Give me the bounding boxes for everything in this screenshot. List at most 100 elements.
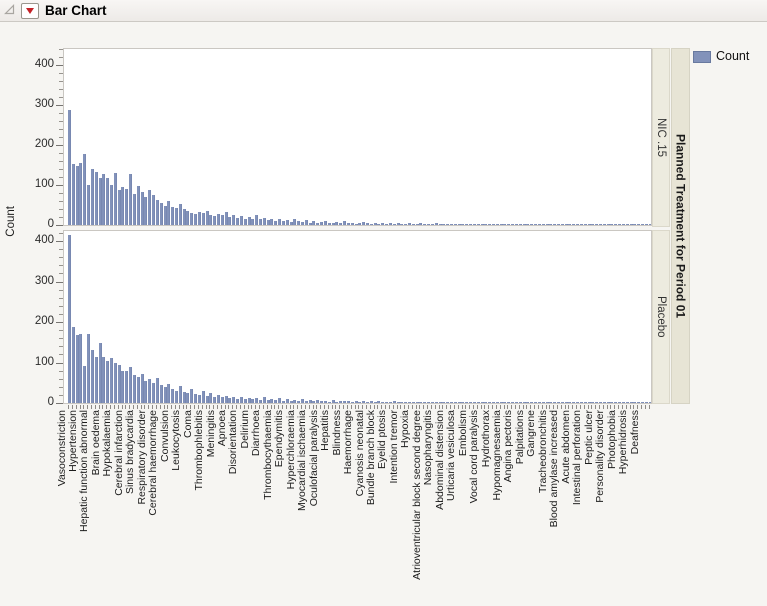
bar[interactable]	[438, 224, 442, 225]
bar[interactable]	[232, 396, 236, 403]
bar[interactable]	[274, 221, 278, 225]
bar[interactable]	[190, 213, 194, 225]
bar[interactable]	[495, 224, 499, 225]
bar[interactable]	[407, 401, 411, 403]
bar[interactable]	[625, 402, 629, 403]
bar[interactable]	[606, 224, 610, 225]
bar[interactable]	[98, 177, 102, 225]
bar[interactable]	[155, 377, 159, 403]
bar[interactable]	[637, 224, 641, 225]
bar[interactable]	[197, 211, 201, 225]
bar[interactable]	[167, 201, 171, 225]
bar[interactable]	[369, 223, 373, 225]
bar[interactable]	[484, 402, 488, 403]
bar[interactable]	[323, 220, 327, 225]
bar[interactable]	[140, 373, 144, 403]
bar[interactable]	[83, 153, 87, 225]
bar[interactable]	[335, 401, 339, 403]
bar[interactable]	[602, 224, 606, 225]
bar[interactable]	[87, 334, 91, 403]
bar[interactable]	[136, 185, 140, 225]
bar[interactable]	[499, 224, 503, 225]
bar[interactable]	[144, 380, 148, 403]
bar[interactable]	[163, 386, 167, 403]
bar[interactable]	[83, 365, 87, 403]
bar[interactable]	[289, 221, 293, 225]
bar[interactable]	[186, 211, 190, 225]
bar[interactable]	[308, 222, 312, 225]
bar[interactable]	[346, 400, 350, 403]
bar[interactable]	[407, 223, 411, 225]
bar[interactable]	[621, 402, 625, 403]
bar[interactable]	[362, 401, 366, 403]
bar[interactable]	[285, 220, 289, 225]
bar[interactable]	[182, 391, 186, 403]
bar[interactable]	[87, 185, 91, 225]
bar[interactable]	[461, 224, 465, 225]
bar[interactable]	[335, 222, 339, 225]
bar[interactable]	[472, 223, 476, 225]
bar[interactable]	[438, 402, 442, 403]
bar[interactable]	[377, 224, 381, 225]
bar[interactable]	[186, 392, 190, 403]
bar[interactable]	[358, 223, 362, 225]
bar[interactable]	[499, 402, 503, 403]
bar[interactable]	[511, 402, 515, 403]
bar[interactable]	[514, 402, 518, 403]
bar[interactable]	[350, 222, 354, 225]
bar[interactable]	[434, 223, 438, 225]
bar[interactable]	[129, 173, 133, 225]
bar[interactable]	[346, 223, 350, 225]
bar[interactable]	[388, 402, 392, 403]
bar[interactable]	[465, 402, 469, 403]
bar[interactable]	[167, 383, 171, 403]
bar[interactable]	[629, 402, 633, 403]
bar[interactable]	[90, 349, 94, 403]
bar[interactable]	[549, 224, 553, 225]
bar[interactable]	[641, 402, 644, 403]
bar[interactable]	[614, 224, 618, 225]
bar[interactable]	[553, 224, 557, 225]
bar[interactable]	[446, 402, 450, 403]
bar[interactable]	[339, 401, 343, 403]
bar[interactable]	[262, 217, 266, 225]
bar[interactable]	[132, 193, 136, 225]
bar[interactable]	[152, 382, 156, 403]
bar[interactable]	[595, 224, 599, 225]
bar[interactable]	[392, 224, 396, 225]
bar[interactable]	[113, 362, 117, 403]
bar[interactable]	[209, 214, 213, 225]
bar[interactable]	[587, 402, 591, 403]
bar[interactable]	[469, 402, 473, 403]
bar[interactable]	[209, 393, 213, 403]
bar[interactable]	[484, 224, 488, 225]
bar[interactable]	[369, 401, 373, 403]
bar[interactable]	[648, 402, 651, 403]
bar[interactable]	[110, 185, 114, 225]
bar[interactable]	[243, 218, 247, 225]
bar[interactable]	[423, 224, 427, 225]
bar[interactable]	[442, 402, 446, 403]
bar[interactable]	[110, 357, 114, 403]
bar[interactable]	[98, 343, 102, 403]
bar[interactable]	[205, 211, 209, 225]
bar[interactable]	[350, 401, 354, 403]
bar[interactable]	[560, 402, 564, 403]
bar[interactable]	[450, 224, 453, 225]
bar[interactable]	[262, 397, 266, 403]
bar[interactable]	[522, 402, 526, 403]
bar[interactable]	[614, 402, 618, 403]
bar[interactable]	[266, 399, 270, 403]
bar[interactable]	[148, 189, 152, 225]
bar[interactable]	[79, 334, 83, 403]
bar[interactable]	[79, 163, 83, 225]
bar[interactable]	[423, 402, 427, 403]
bar[interactable]	[602, 402, 606, 403]
bar[interactable]	[576, 224, 580, 225]
bar[interactable]	[331, 223, 335, 225]
bar[interactable]	[94, 171, 98, 225]
legend-count-swatch[interactable]	[693, 51, 711, 63]
bar[interactable]	[274, 400, 278, 403]
bar[interactable]	[472, 402, 476, 403]
bar[interactable]	[564, 224, 568, 225]
